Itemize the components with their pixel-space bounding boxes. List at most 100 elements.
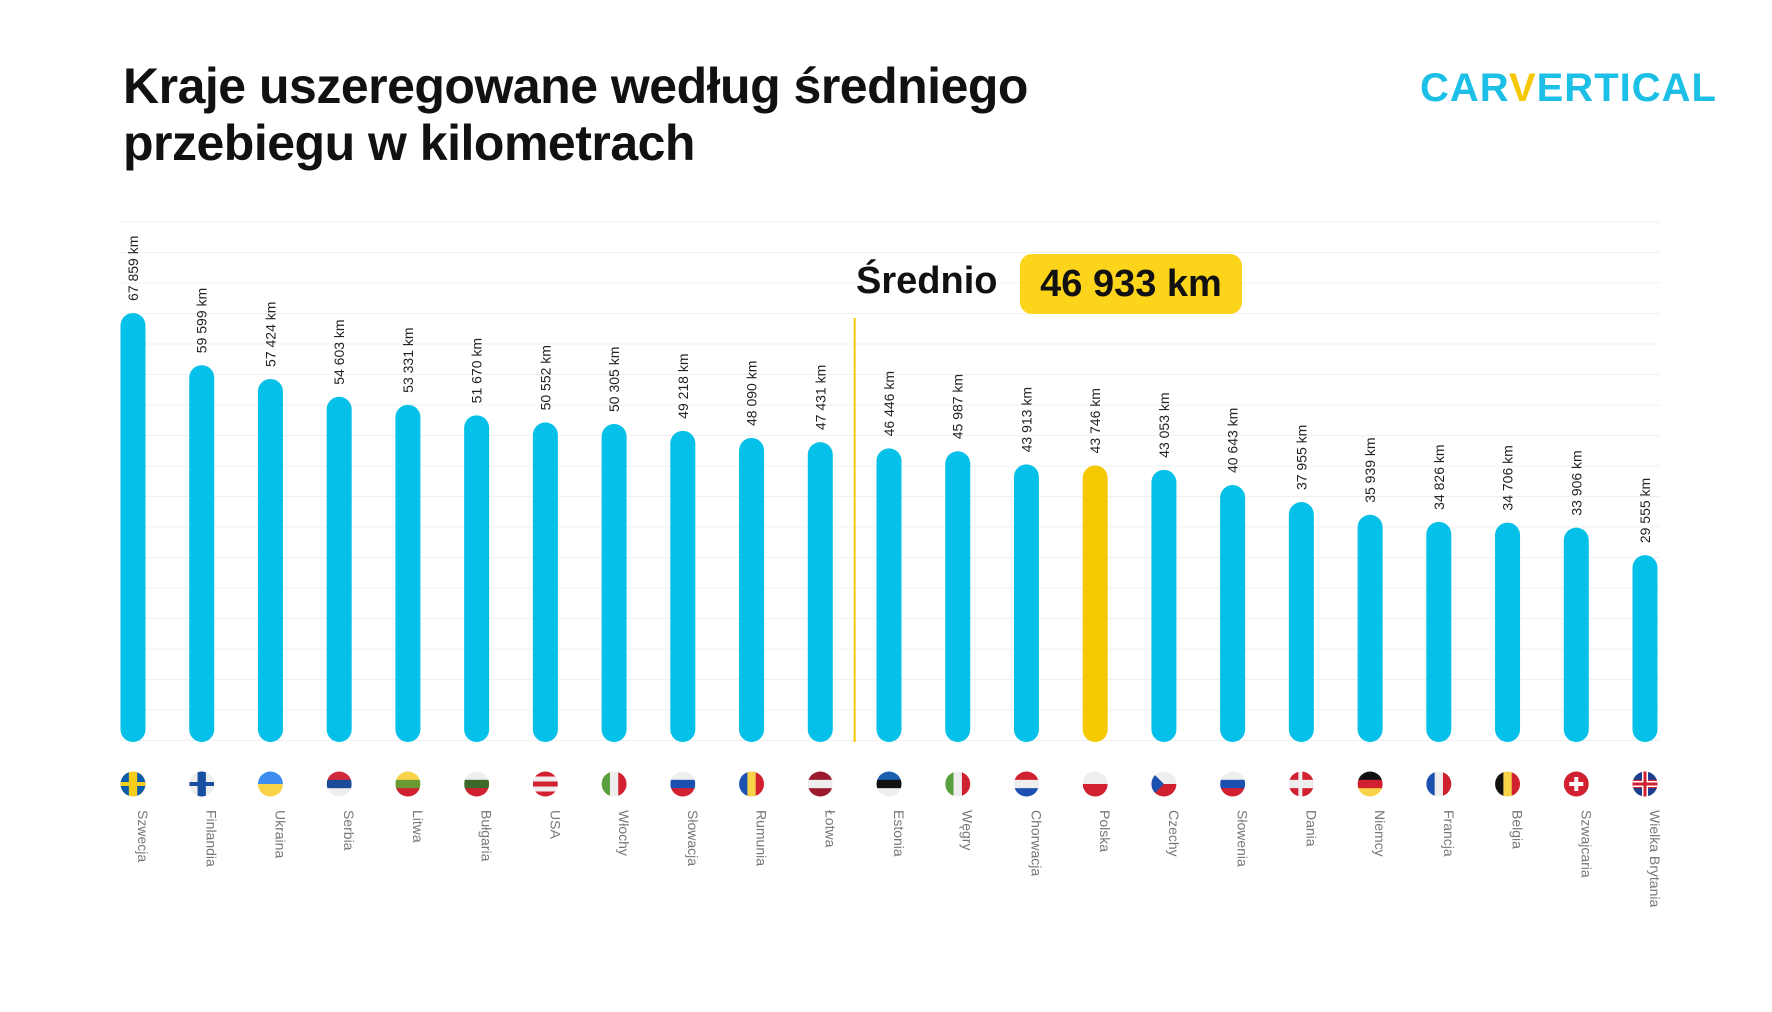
- country-label: Francja: [1441, 810, 1457, 857]
- value-label: 50 305 km: [606, 347, 622, 412]
- czechia-flag-icon: [1151, 771, 1177, 797]
- country-label: Słowenia: [1235, 810, 1251, 867]
- value-label: 43 053 km: [1156, 392, 1172, 457]
- value-label: 29 555 km: [1637, 478, 1653, 543]
- value-label: 43 746 km: [1087, 388, 1103, 453]
- country-label: Chorwacja: [1028, 810, 1044, 876]
- bar-11: [876, 448, 902, 742]
- country-label: Ukraina: [272, 810, 288, 858]
- country-label: Litwa: [410, 810, 426, 843]
- value-label: 37 955 km: [1293, 425, 1309, 490]
- value-label: 34 826 km: [1431, 444, 1447, 509]
- country-label: Polska: [1097, 810, 1113, 852]
- bar-9: [739, 437, 765, 742]
- value-label: 57 424 km: [262, 302, 278, 367]
- slovakia-flag-icon: [670, 771, 696, 797]
- country-label: Niemcy: [1372, 810, 1388, 857]
- switzerland-flag-icon: [1563, 771, 1589, 797]
- bar-1: [189, 365, 215, 742]
- value-label: 51 670 km: [469, 338, 485, 403]
- hungary-flag-icon: [945, 771, 971, 797]
- value-label: 46 446 km: [881, 371, 897, 436]
- bar-8: [670, 430, 696, 742]
- logo-v: V: [1508, 66, 1537, 110]
- serbia-flag-icon: [326, 771, 352, 797]
- value-label: 35 939 km: [1362, 437, 1378, 502]
- usa-flag-icon: [532, 771, 558, 797]
- bar-4: [395, 404, 421, 742]
- title-line-1: Kraje uszeregowane według średniego: [123, 58, 1028, 114]
- bar-0: [120, 313, 146, 742]
- country-label: Dania: [1303, 810, 1319, 847]
- ukraine-flag-icon: [257, 771, 283, 797]
- country-label: Rumunia: [754, 810, 770, 866]
- slovenia-flag-icon: [1220, 771, 1246, 797]
- poland-flag-icon: [1082, 771, 1108, 797]
- country-label: Finlandia: [204, 810, 220, 867]
- bar-12: [945, 451, 971, 742]
- bar-16: [1220, 485, 1246, 742]
- value-label: 67 859 km: [125, 236, 141, 301]
- latvia-flag-icon: [807, 771, 833, 797]
- value-label: 49 218 km: [675, 353, 691, 418]
- bar-20: [1495, 522, 1521, 742]
- value-label: 59 599 km: [194, 288, 210, 353]
- bulgaria-flag-icon: [464, 771, 490, 797]
- bar-3: [326, 396, 352, 742]
- romania-flag-icon: [739, 771, 765, 797]
- title-line-2: przebiegu w kilometrach: [123, 115, 695, 171]
- value-label: 43 913 km: [1018, 387, 1034, 452]
- belgium-flag-icon: [1495, 771, 1521, 797]
- uk-flag-icon: [1632, 771, 1658, 797]
- country-label: USA: [547, 810, 563, 839]
- bar-7: [601, 423, 627, 742]
- bar-6: [532, 422, 558, 742]
- carvertical-logo: CARVERTICAL: [1420, 66, 1717, 111]
- country-label: Szwecja: [135, 810, 151, 862]
- value-label: 40 643 km: [1225, 408, 1241, 473]
- logo-text: CAR: [1420, 66, 1509, 110]
- value-label: 54 603 km: [331, 319, 347, 384]
- chart-title: Kraje uszeregowane według średniego prze…: [123, 58, 1028, 172]
- logo-text-end: ERTICAL: [1536, 66, 1717, 110]
- bar-13: [1013, 464, 1039, 742]
- country-label: Szwajcaria: [1578, 810, 1594, 878]
- country-label: Węgry: [960, 810, 976, 850]
- value-label: 33 906 km: [1568, 450, 1584, 515]
- bar-17: [1288, 502, 1314, 742]
- italy-flag-icon: [601, 771, 627, 797]
- denmark-flag-icon: [1288, 771, 1314, 797]
- finland-flag-icon: [189, 771, 215, 797]
- country-label: Łotwa: [822, 810, 838, 848]
- bar-5: [464, 415, 490, 742]
- bar-14: [1082, 465, 1108, 742]
- country-label: Czechy: [1166, 810, 1182, 857]
- value-label: 47 431 km: [812, 365, 828, 430]
- value-label: 45 987 km: [950, 374, 966, 439]
- value-label: 34 706 km: [1500, 445, 1516, 510]
- germany-flag-icon: [1357, 771, 1383, 797]
- sweden-flag-icon: [120, 771, 146, 797]
- country-label: Estonia: [891, 810, 907, 857]
- country-label: Włochy: [616, 810, 632, 856]
- average-badge: 46 933 km: [1020, 254, 1242, 314]
- value-label: 53 331 km: [400, 327, 416, 392]
- value-label: 50 552 km: [537, 345, 553, 410]
- country-label: Belgia: [1510, 810, 1526, 849]
- estonia-flag-icon: [876, 771, 902, 797]
- bar-2: [257, 378, 283, 742]
- value-label: 48 090 km: [744, 361, 760, 426]
- country-label: Bułgaria: [479, 810, 495, 862]
- country-label: Serbia: [341, 810, 357, 851]
- bar-21: [1563, 527, 1589, 742]
- country-label: Słowacja: [685, 810, 701, 866]
- average-label: Średnio: [856, 260, 998, 302]
- bar-10: [807, 442, 833, 742]
- france-flag-icon: [1426, 771, 1452, 797]
- bar-15: [1151, 469, 1177, 742]
- country-label: Wielka Brytania: [1647, 810, 1663, 907]
- bar-19: [1426, 521, 1452, 742]
- bar-18: [1357, 514, 1383, 742]
